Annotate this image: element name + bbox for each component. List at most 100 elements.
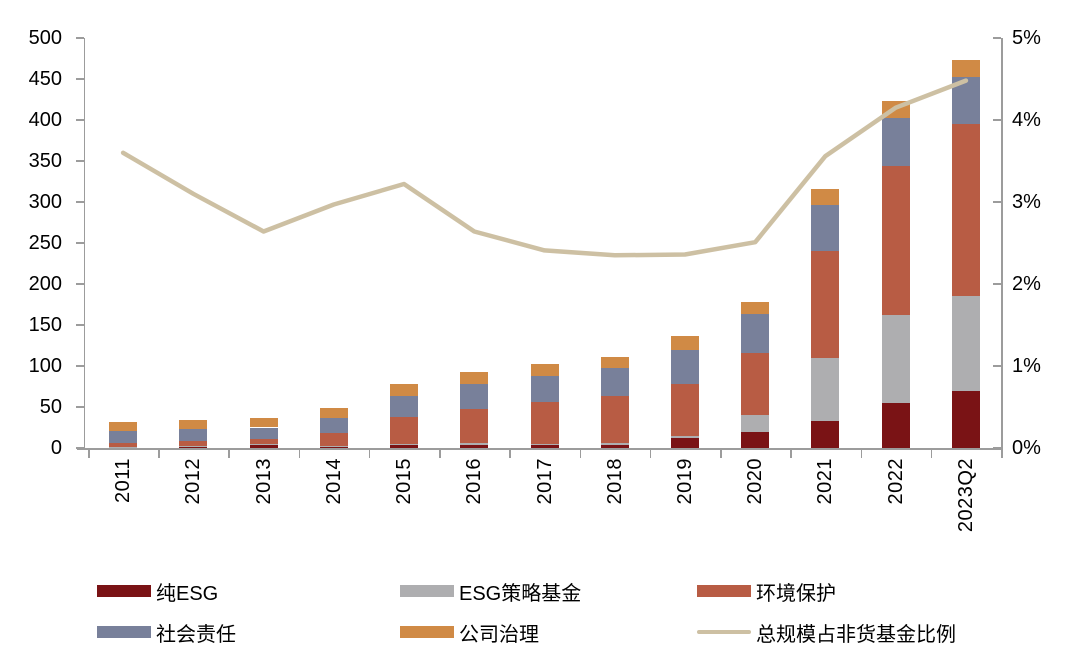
right-axis-tick <box>993 201 1001 203</box>
bar-segment-social-responsibility <box>530 376 559 403</box>
right-axis-tick-label: 2% <box>1012 273 1041 295</box>
left-axis-tick <box>76 324 84 326</box>
bar-segment-esg-strategy-fund <box>881 315 910 403</box>
legend-item-ratio-line: 总规模占非货基金比例 <box>697 621 956 646</box>
bar-segment-esg-strategy-fund <box>600 443 629 445</box>
x-axis-category-label: 2012 <box>182 458 205 505</box>
legend-label-social-responsibility: 社会责任 <box>156 623 236 646</box>
left-axis-tick-label: 200 <box>28 273 62 295</box>
bar-segment-environmental-protection <box>530 402 559 444</box>
bar-segment-environmental-protection <box>390 417 419 445</box>
bar-segment-social-responsibility <box>670 349 699 385</box>
x-axis-category-label: 2020 <box>744 458 767 505</box>
bar-segment-corporate-governance <box>881 101 910 119</box>
x-axis-category-label: 2016 <box>463 458 486 505</box>
x-axis-category-label: 2013 <box>252 458 275 505</box>
left-axis-tick-label: 0 <box>50 437 62 459</box>
right-axis-tick <box>993 365 1001 367</box>
bar-segment-pure-esg <box>249 444 278 448</box>
bar-segment-social-responsibility <box>249 427 278 439</box>
bar-segment-esg-strategy-fund <box>460 443 489 445</box>
bar-segment-pure-esg <box>881 402 910 448</box>
bar-segment-esg-strategy-fund <box>390 444 419 446</box>
x-axis-tick <box>298 450 301 458</box>
x-axis-category-label: 2019 <box>673 458 696 505</box>
x-axis-tick <box>158 450 160 458</box>
left-axis-tick <box>76 242 84 244</box>
legend-swatch-corporate-governance <box>400 626 454 638</box>
bar-segment-pure-esg <box>741 432 770 448</box>
x-axis-category-label: 2018 <box>603 458 626 505</box>
bar-segment-corporate-governance <box>249 417 278 428</box>
legend-swatch-esg-strategy-fund <box>400 585 454 597</box>
left-axis-tick <box>76 160 84 162</box>
bar-segment-environmental-protection <box>741 352 770 415</box>
right-axis-tick-label: 5% <box>1012 27 1041 49</box>
bar-segment-esg-strategy-fund <box>670 435 699 438</box>
left-axis-tick-label: 300 <box>28 191 62 213</box>
right-axis-tick <box>993 283 1001 285</box>
left-axis-tick-label: 500 <box>28 27 62 49</box>
left-axis-tick <box>76 406 84 408</box>
bar-segment-esg-strategy-fund <box>951 296 980 392</box>
bar-segment-esg-strategy-fund <box>811 357 840 421</box>
bar-segment-pure-esg <box>670 437 699 448</box>
left-axis-tick-label: 400 <box>28 109 62 131</box>
bar-segment-pure-esg <box>179 446 208 448</box>
bar-segment-pure-esg <box>319 445 348 448</box>
legend-item-esg-strategy-fund: ESG策略基金 <box>400 580 581 605</box>
left-axis-line <box>83 38 85 448</box>
left-axis-tick <box>76 283 84 285</box>
x-axis-tick <box>720 450 722 458</box>
bar-segment-environmental-protection <box>319 432 348 446</box>
x-axis-tick <box>649 450 652 458</box>
bar-segment-pure-esg <box>390 445 419 448</box>
left-axis-tick <box>76 365 84 367</box>
x-axis-tick <box>860 450 863 458</box>
left-axis-tick <box>76 201 84 203</box>
bar-segment-social-responsibility <box>600 368 629 396</box>
left-axis-tick-label: 350 <box>28 150 62 172</box>
right-axis-tick <box>993 119 1001 121</box>
legend-label-esg-strategy-fund: ESG策略基金 <box>459 582 582 605</box>
bar-segment-corporate-governance <box>951 60 980 78</box>
x-axis-category-label: 2017 <box>533 458 556 505</box>
bar-segment-esg-strategy-fund <box>530 443 559 446</box>
legend-swatch-ratio-line-line <box>697 630 751 634</box>
x-axis-category-label: 2015 <box>393 458 416 505</box>
legend-swatch-pure-esg <box>97 585 151 597</box>
bar-segment-esg-strategy-fund <box>741 414 770 433</box>
right-axis-tick-label: 1% <box>1012 355 1041 377</box>
bar-segment-environmental-protection <box>881 165 910 316</box>
bar-segment-pure-esg <box>109 447 138 448</box>
bar-segment-corporate-governance <box>460 372 489 385</box>
bar-segment-social-responsibility <box>109 430 138 444</box>
right-axis-tick-label: 0% <box>1012 437 1041 459</box>
bar-segment-pure-esg <box>951 391 980 448</box>
legend-swatch-environmental-protection <box>697 585 751 597</box>
left-axis-tick <box>76 447 84 449</box>
legend-label-environmental-protection: 环境保护 <box>756 582 836 605</box>
ratio-trend-line <box>120 78 969 258</box>
legend-label-ratio-line: 总规模占非货基金比例 <box>756 623 956 646</box>
x-axis-tick <box>509 450 511 458</box>
right-axis-tick <box>993 37 1001 39</box>
bar-segment-pure-esg <box>600 444 629 448</box>
x-axis-category-label: 2023Q2 <box>954 458 977 533</box>
legend-item-environmental-protection: 环境保护 <box>697 580 836 605</box>
left-axis-tick-label: 100 <box>28 355 62 377</box>
x-axis-category-label: 2014 <box>322 458 345 505</box>
bar-segment-corporate-governance <box>530 364 559 377</box>
left-axis-tick-label: 50 <box>39 396 62 418</box>
legend-item-corporate-governance: 公司治理 <box>400 621 539 646</box>
bar-segment-corporate-governance <box>179 419 208 429</box>
bar-segment-corporate-governance <box>741 301 770 315</box>
bar-segment-social-responsibility <box>951 77 980 125</box>
bar-segment-environmental-protection <box>600 395 629 444</box>
bar-segment-social-responsibility <box>881 118 910 166</box>
x-axis-category-label: 2011 <box>112 458 135 504</box>
bar-segment-corporate-governance <box>811 188 840 205</box>
bar-segment-social-responsibility <box>460 384 489 410</box>
